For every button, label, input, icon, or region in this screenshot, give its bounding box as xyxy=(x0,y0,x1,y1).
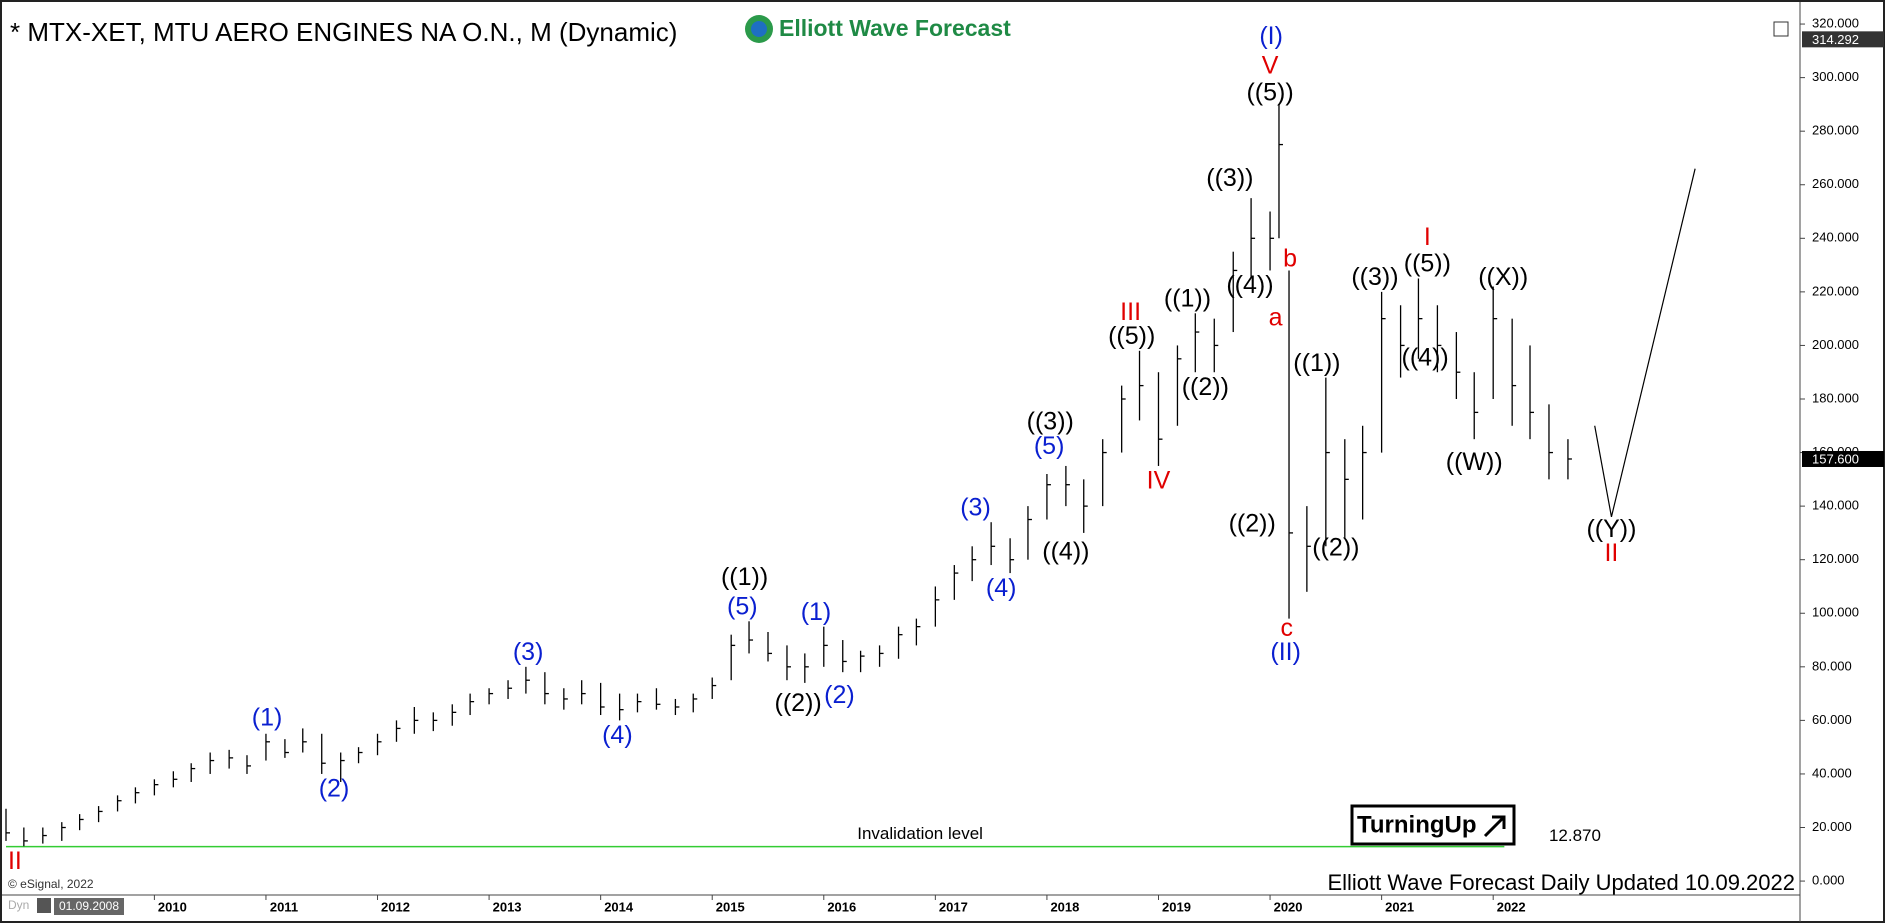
window-icon[interactable] xyxy=(1773,21,1789,37)
x-tick-label: 2022 xyxy=(1497,899,1526,914)
logo: Elliott Wave Forecast xyxy=(745,15,1011,43)
x-tick-label: 2016 xyxy=(827,899,856,914)
x-tick-label: 2013 xyxy=(493,899,522,914)
wave-label: ((2)) xyxy=(1229,509,1276,537)
x-tick-label: 2012 xyxy=(381,899,410,914)
wave-label: (3) xyxy=(513,638,544,666)
price-tag-box xyxy=(1802,31,1884,48)
x-tick-label: 2020 xyxy=(1274,899,1303,914)
start-date-box xyxy=(54,898,124,915)
y-tick-label: 300.000 xyxy=(1812,69,1859,84)
y-tick-label: 0.000 xyxy=(1812,873,1845,888)
wave-label: ((Y)) xyxy=(1586,515,1636,543)
wave-label: (2) xyxy=(824,681,855,709)
wave-label: II xyxy=(1604,539,1618,567)
badge-box xyxy=(1350,804,1516,846)
projection-line xyxy=(1594,168,1696,517)
y-tick-label: 180.000 xyxy=(1812,390,1859,405)
wave-label: II xyxy=(8,847,22,875)
wave-label: b xyxy=(1283,244,1297,272)
y-tick-label: 320.000 xyxy=(1812,15,1859,30)
wave-label: ((2)) xyxy=(775,689,822,717)
wave-label: (5) xyxy=(727,593,758,621)
footer-text: Elliott Wave Forecast Daily Updated 10.0… xyxy=(1327,870,1795,895)
chart-title: * MTX-XET, MTU AERO ENGINES NA O.N., M (… xyxy=(10,17,677,47)
wave-label: (4) xyxy=(602,721,633,749)
x-tick-label: 2018 xyxy=(1050,899,1079,914)
y-tick-label: 280.000 xyxy=(1812,123,1859,138)
y-tick-label: 140.000 xyxy=(1812,498,1859,513)
y-tick-label: 200.000 xyxy=(1812,337,1859,352)
wave-label: ((2)) xyxy=(1182,373,1229,401)
wave-label: (4) xyxy=(986,574,1017,602)
x-tick-label: 2017 xyxy=(939,899,968,914)
wave-label: ((3)) xyxy=(1351,263,1398,291)
wave-label: (II) xyxy=(1270,638,1301,666)
y-tick-label: 40.000 xyxy=(1812,765,1852,780)
y-tick-label: 240.000 xyxy=(1812,230,1859,245)
price-tag-box xyxy=(1802,450,1884,467)
wave-label: ((3)) xyxy=(1027,408,1074,436)
wave-label: ((1)) xyxy=(1164,285,1211,313)
wave-label: ((W)) xyxy=(1446,448,1503,476)
wave-label: ((4)) xyxy=(1402,343,1449,371)
badge-arrow xyxy=(1483,815,1506,838)
x-tick-label: 2014 xyxy=(604,899,634,914)
wave-label: (1) xyxy=(801,598,832,626)
wave-label: (1) xyxy=(252,703,283,731)
wave-label: III xyxy=(1120,298,1141,326)
wave-label: ((5)) xyxy=(1246,78,1293,106)
mode-icon[interactable] xyxy=(37,898,51,913)
y-tick-label: 80.000 xyxy=(1812,658,1852,673)
y-tick-label: 260.000 xyxy=(1812,176,1859,191)
x-tick-label: 2015 xyxy=(716,899,745,914)
wave-label: ((3)) xyxy=(1206,164,1253,192)
x-tick-label: 2010 xyxy=(158,899,187,914)
y-tick-label: 100.000 xyxy=(1812,605,1859,620)
logo-icon-inner xyxy=(751,21,767,37)
invalidation-value: 12.870 xyxy=(1549,826,1601,845)
copyright: © eSignal, 2022 xyxy=(8,877,94,891)
wave-label: IV xyxy=(1147,467,1171,495)
wave-label: ((5)) xyxy=(1108,322,1155,350)
x-tick-label: 2011 xyxy=(270,899,298,914)
invalidation-text: Invalidation level xyxy=(857,824,983,843)
wave-label: ((4)) xyxy=(1042,538,1089,566)
y-tick-label: 20.000 xyxy=(1812,819,1852,834)
turningup-badge: TurningUp xyxy=(1350,804,1516,846)
wave-label: ((X)) xyxy=(1478,263,1528,291)
wave-label: a xyxy=(1269,303,1283,331)
price-tag: 157.600 xyxy=(1812,451,1859,466)
wave-label: ((1)) xyxy=(1293,349,1340,377)
start-date: 01.09.2008 xyxy=(59,899,119,913)
wave-label: (3) xyxy=(960,493,991,521)
mode-label: Dyn xyxy=(8,898,29,912)
badge-text: TurningUp xyxy=(1357,811,1477,838)
wave-label: (I) xyxy=(1259,22,1283,50)
wave-label: ((5)) xyxy=(1404,250,1451,278)
wave-label: (5) xyxy=(1034,432,1065,460)
wave-label: I xyxy=(1424,223,1431,251)
x-tick-label: 2019 xyxy=(1162,899,1191,914)
wave-label: ((1)) xyxy=(721,563,768,591)
wave-label: ((2)) xyxy=(1312,534,1359,562)
y-tick-label: 120.000 xyxy=(1812,551,1859,566)
price-tag: 314.292 xyxy=(1812,32,1859,47)
y-tick-label: 220.000 xyxy=(1812,283,1859,298)
logo-text: Elliott Wave Forecast xyxy=(779,15,1011,41)
wave-label: ((4)) xyxy=(1226,271,1273,299)
x-tick-label: 2021 xyxy=(1385,899,1414,914)
wave-label: V xyxy=(1262,52,1279,80)
wave-label: c xyxy=(1281,614,1294,642)
y-tick-label: 60.000 xyxy=(1812,712,1852,727)
wave-label: (2) xyxy=(319,775,350,803)
